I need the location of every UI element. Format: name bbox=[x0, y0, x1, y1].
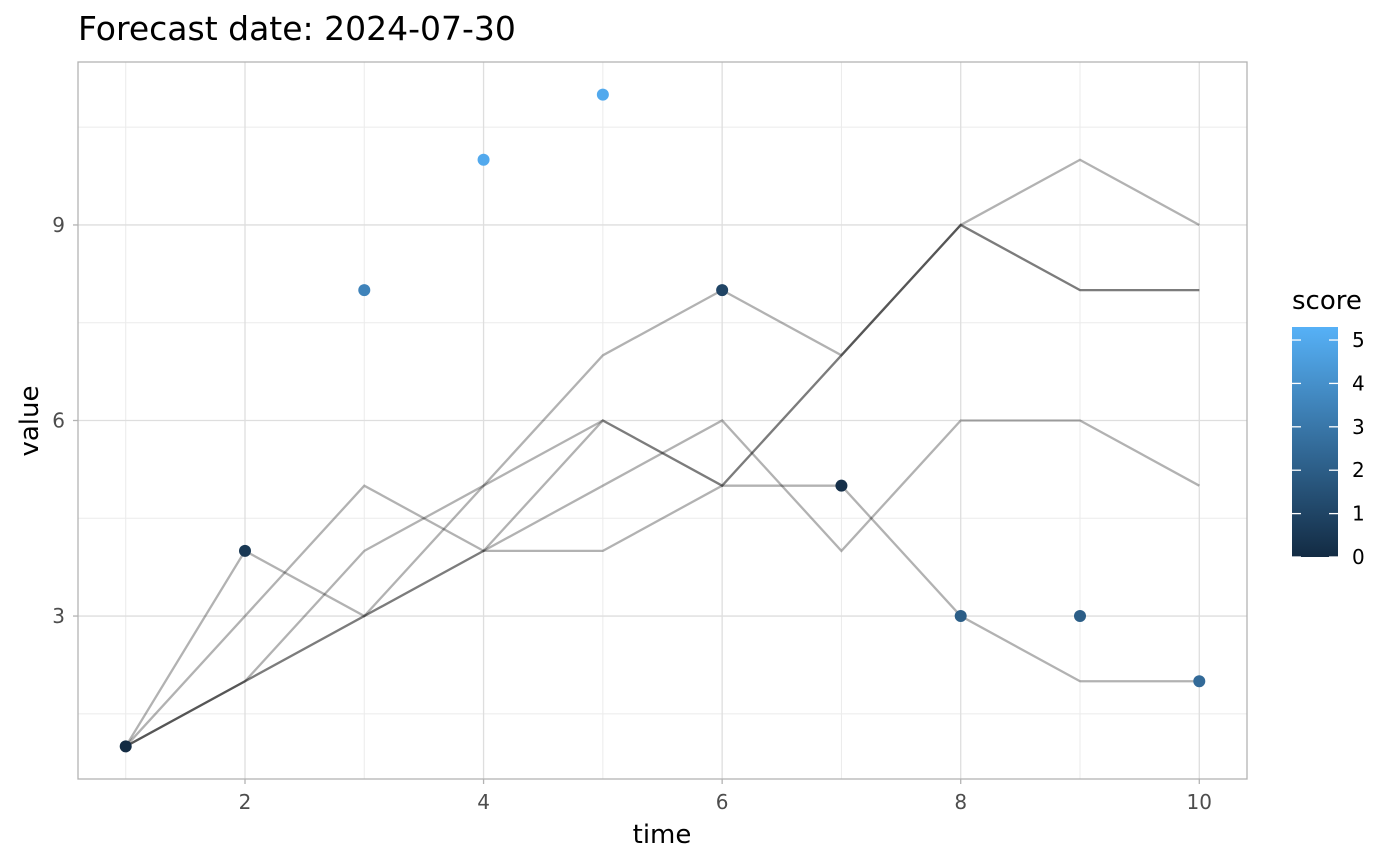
data-point bbox=[358, 284, 371, 297]
data-point bbox=[596, 88, 609, 101]
legend-tick-label: 0 bbox=[1352, 545, 1365, 569]
data-point bbox=[716, 284, 729, 297]
x-tick-label: 8 bbox=[954, 790, 967, 814]
x-tick-label: 2 bbox=[239, 790, 252, 814]
data-point bbox=[119, 740, 132, 753]
series-line-4 bbox=[125, 223, 1200, 748]
legend-tick-label: 5 bbox=[1352, 328, 1365, 352]
x-axis-title: time bbox=[633, 820, 692, 850]
data-point bbox=[239, 544, 251, 557]
data-point bbox=[835, 479, 848, 492]
data-point bbox=[954, 610, 967, 623]
legend-tick-label: 4 bbox=[1352, 371, 1365, 395]
y-tick-label: 9 bbox=[52, 213, 65, 237]
color-legend: score 0 1 2 3 4 5 bbox=[1292, 286, 1365, 569]
data-point bbox=[1193, 675, 1206, 688]
y-tick-label: 6 bbox=[52, 409, 65, 433]
legend-tick-label: 3 bbox=[1352, 415, 1365, 439]
legend-title: score bbox=[1292, 286, 1362, 316]
x-axis: 2 4 6 8 10 bbox=[239, 779, 1212, 814]
series-line-5 bbox=[125, 419, 1200, 748]
series-line-1 bbox=[124, 419, 1200, 748]
legend-tick-label: 2 bbox=[1352, 458, 1365, 482]
y-axis: 3 6 9 bbox=[52, 213, 78, 628]
series-line-3 bbox=[125, 223, 1200, 748]
data-point bbox=[477, 153, 490, 166]
series-line-2 bbox=[124, 158, 1200, 748]
y-tick-label: 3 bbox=[52, 604, 65, 628]
x-tick-label: 6 bbox=[716, 790, 729, 814]
x-tick-label: 4 bbox=[477, 790, 490, 814]
chart-title: Forecast date: 2024-07-30 bbox=[78, 9, 516, 48]
data-point bbox=[1074, 610, 1086, 623]
legend-tick-label: 1 bbox=[1352, 502, 1365, 526]
legend-colorbar bbox=[1292, 327, 1338, 557]
plot-panel bbox=[77, 61, 1248, 780]
x-tick-label: 10 bbox=[1187, 790, 1212, 814]
y-axis-title: value bbox=[15, 385, 45, 456]
